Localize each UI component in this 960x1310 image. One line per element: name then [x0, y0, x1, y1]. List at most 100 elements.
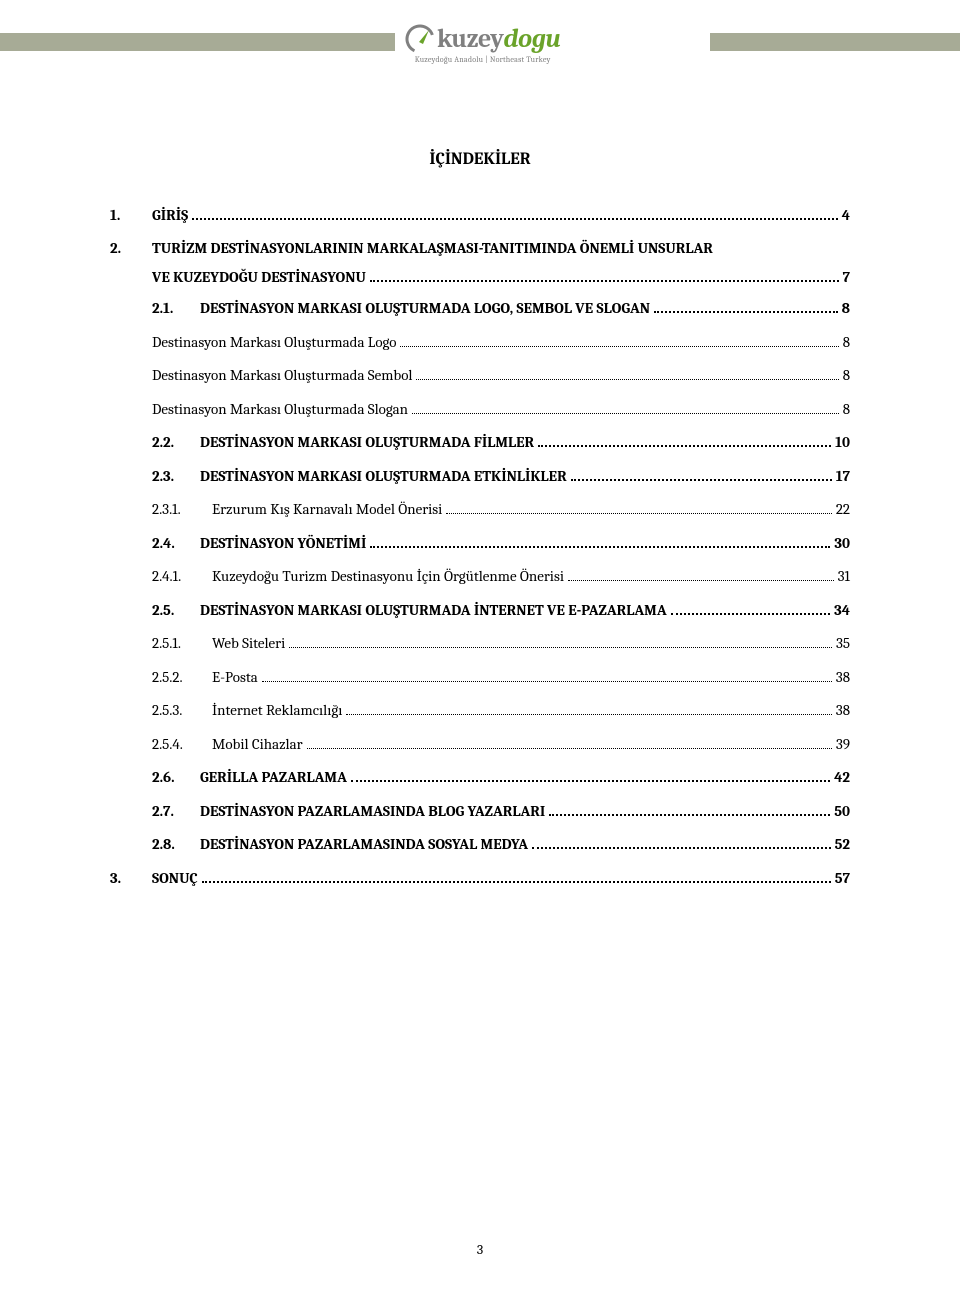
- toc-page: 8: [842, 298, 850, 319]
- toc-page: 4: [842, 205, 850, 226]
- toc-page: 22: [836, 499, 850, 520]
- toc-number: 2.5.: [152, 600, 200, 621]
- logo-text: kuzeydogu: [437, 24, 560, 54]
- logo-text-part2: dogu: [503, 24, 560, 54]
- toc-number: 2.1.: [152, 298, 200, 319]
- toc-label: GİRİŞ: [152, 205, 188, 226]
- toc-number: 2.4.: [152, 533, 200, 554]
- toc-number: 2.8.: [152, 834, 200, 855]
- toc-page: 8: [843, 332, 850, 353]
- toc-entry: 2.7.DESTİNASYON PAZARLAMASINDA BLOG YAZA…: [152, 801, 850, 822]
- toc-entry: 2.4.DESTİNASYON YÖNETİMİ 30: [152, 533, 850, 554]
- toc-list: 1.GİRİŞ 4 2.TURİZM DESTİNASYONLARININ MARK…: [110, 205, 850, 889]
- toc-leader-dots: [351, 772, 830, 783]
- toc-leader-dots: [370, 271, 839, 282]
- toc-number: 1.: [110, 205, 152, 226]
- toc-number: 2.4.1.: [152, 566, 212, 587]
- toc-page: 57: [835, 868, 850, 889]
- toc-label: DESTİNASYON MARKASI OLUŞTURMADA FİLMLER: [200, 432, 534, 453]
- toc-page: 8: [843, 365, 850, 386]
- toc-label: E-Posta: [212, 667, 258, 688]
- toc-label: DESTİNASYON MARKASI OLUŞTURMADA İNTERNET…: [200, 600, 667, 621]
- toc-number: 2.5.3.: [152, 700, 212, 721]
- toc-leader-dots: [346, 705, 831, 716]
- header-bar: kuzeydogu Kuzeydoğu Anadolu | Northeast …: [0, 18, 960, 66]
- toc-label: Destinasyon Markası Oluşturmada Sembol: [152, 365, 412, 386]
- toc-number: 3.: [110, 868, 152, 889]
- toc-number: 2.5.4.: [152, 734, 212, 755]
- toc-leader-dots: [262, 671, 832, 682]
- toc-entry: 2.6.GERİLLA PAZARLAMA 42: [152, 767, 850, 788]
- toc-page: 7: [843, 268, 850, 286]
- toc-entry: Destinasyon Markası Oluşturmada Logo 8: [152, 332, 850, 353]
- logo: kuzeydogu Kuzeydoğu Anadolu | Northeast …: [405, 17, 560, 64]
- toc-number: 2.6.: [152, 767, 200, 788]
- toc-label: GERİLLA PAZARLAMA: [200, 767, 347, 788]
- toc-page: 38: [836, 667, 850, 688]
- toc-entry: 2.5.1.Web Siteleri 35: [152, 633, 850, 654]
- toc-label: VE KUZEYDOĞU DESTİNASYONU: [152, 268, 366, 286]
- header-stripe-left: [0, 33, 395, 51]
- toc-entry: 2.TURİZM DESTİNASYONLARININ MARKALAŞMASI…: [110, 239, 850, 286]
- toc-leader-dots: [571, 470, 832, 481]
- toc-number: 2.: [110, 239, 152, 257]
- toc-number: 2.5.2.: [152, 667, 212, 688]
- toc-label: Erzurum Kış Karnavalı Model Önerisi: [212, 499, 442, 520]
- toc-entry: 1.GİRİŞ 4: [110, 205, 850, 226]
- toc-entry: 2.4.1.Kuzeydoğu Turizm Destinasyonu İçin…: [152, 566, 850, 587]
- toc-page: 35: [836, 633, 850, 654]
- toc-entry: Destinasyon Markası Oluşturmada Sembol 8: [152, 365, 850, 386]
- toc-leader-dots: [307, 738, 832, 749]
- toc-leader-dots: [289, 638, 832, 649]
- toc-number: 2.5.1.: [152, 633, 212, 654]
- toc-label: DESTİNASYON PAZARLAMASINDA BLOG YAZARLAR…: [200, 801, 545, 822]
- toc-label: TURİZM DESTİNASYONLARININ MARKALAŞMASI-T…: [152, 239, 713, 257]
- toc-number: 2.2.: [152, 432, 200, 453]
- toc-label: Web Siteleri: [212, 633, 285, 654]
- toc-label: İnternet Reklamcılığı: [212, 700, 342, 721]
- toc-page: 39: [836, 734, 850, 755]
- toc-number: 2.3.1.: [152, 499, 212, 520]
- toc-page: 52: [835, 834, 850, 855]
- toc-leader-dots: [654, 303, 838, 314]
- logo-subtitle: Kuzeydoğu Anadolu | Northeast Turkey: [415, 55, 551, 64]
- toc-entry: 2.2.DESTİNASYON MARKASI OLUŞTURMADA FİLM…: [152, 432, 850, 453]
- toc-entry: 2.3.1.Erzurum Kış Karnavalı Model Öneris…: [152, 499, 850, 520]
- header-stripe-right: [710, 33, 960, 51]
- toc-page: 8: [843, 399, 850, 420]
- toc-label: SONUÇ: [152, 868, 198, 889]
- toc-leader-dots: [538, 437, 831, 448]
- toc-page: 10: [835, 432, 850, 453]
- toc-label: Destinasyon Markası Oluşturmada Logo: [152, 332, 396, 353]
- toc-leader-dots: [370, 537, 830, 548]
- toc-content: İÇİNDEKİLER 1.GİRİŞ 4 2.TURİZM DESTİNASYON…: [110, 150, 850, 901]
- toc-entry: 2.5.4.Mobil Cihazlar39: [152, 734, 850, 755]
- toc-entry: 2.8.DESTİNASYON PAZARLAMASINDA SOSYAL ME…: [152, 834, 850, 855]
- toc-label: Kuzeydoğu Turizm Destinasyonu İçin Örgüt…: [212, 566, 564, 587]
- toc-leader-dots: [446, 504, 832, 515]
- page-number: 3: [0, 1241, 960, 1258]
- toc-entry: 2.5.2.E-Posta 38: [152, 667, 850, 688]
- logo-arrow-icon: [405, 24, 435, 54]
- toc-label: DESTİNASYON YÖNETİMİ: [200, 533, 366, 554]
- toc-leader-dots: [400, 336, 838, 347]
- toc-leader-dots: [416, 370, 838, 381]
- toc-entry: 2.3.DESTİNASYON MARKASI OLUŞTURMADA ETKİ…: [152, 466, 850, 487]
- toc-page: 38: [836, 700, 850, 721]
- toc-leader-dots: [549, 805, 830, 816]
- toc-title: İÇİNDEKİLER: [110, 150, 850, 169]
- toc-entry: 2.5.3.İnternet Reklamcılığı 38: [152, 700, 850, 721]
- toc-entry: 2.5.DESTİNASYON MARKASI OLUŞTURMADA İNTE…: [152, 600, 850, 621]
- toc-label: DESTİNASYON MARKASI OLUŞTURMADA LOGO, SE…: [200, 298, 650, 319]
- toc-leader-dots: [412, 403, 839, 414]
- toc-page: 34: [834, 600, 850, 621]
- toc-entry: 3.SONUÇ 57: [110, 868, 850, 889]
- toc-label: DESTİNASYON PAZARLAMASINDA SOSYAL MEDYA: [200, 834, 528, 855]
- toc-leader-dots: [532, 839, 831, 850]
- toc-page: 30: [834, 533, 850, 554]
- toc-leader-dots: [192, 210, 837, 221]
- toc-page: 17: [836, 466, 850, 487]
- toc-page: 42: [834, 767, 850, 788]
- toc-label: DESTİNASYON MARKASI OLUŞTURMADA ETKİNLİK…: [200, 466, 567, 487]
- toc-label: Destinasyon Markası Oluşturmada Slogan: [152, 399, 408, 420]
